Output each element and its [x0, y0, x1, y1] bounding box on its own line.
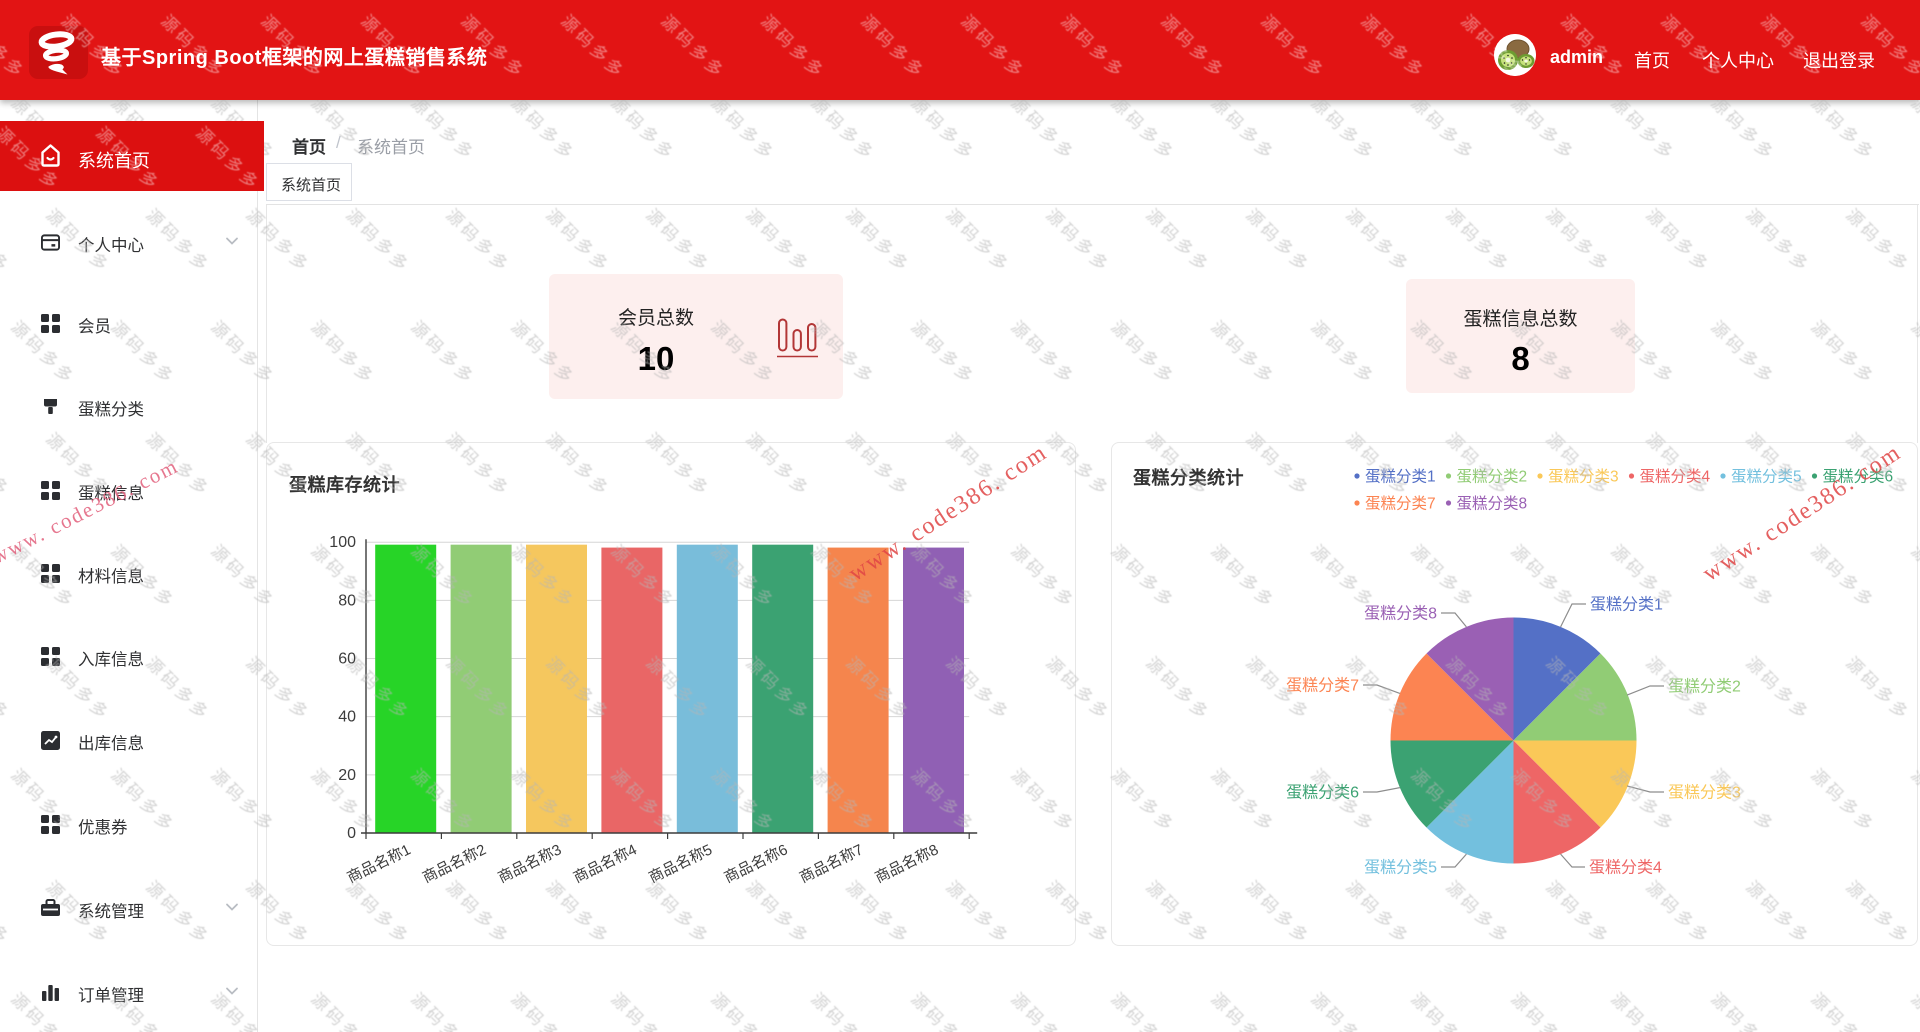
- svg-text:蛋糕分类6: 蛋糕分类6: [1286, 784, 1359, 802]
- svg-text:蛋糕分类2: 蛋糕分类2: [1668, 678, 1741, 696]
- svg-text:20: 20: [338, 767, 356, 784]
- svg-text:商品名称8: 商品名称8: [872, 841, 941, 886]
- svg-text:蛋糕分类4: 蛋糕分类4: [1589, 859, 1662, 877]
- svg-text:商品名称3: 商品名称3: [495, 841, 564, 886]
- svg-text:蛋糕分类8: 蛋糕分类8: [1364, 605, 1437, 623]
- svg-text:60: 60: [338, 651, 356, 668]
- svg-text:蛋糕分类2: 蛋糕分类2: [1457, 468, 1528, 486]
- svg-text:蛋糕分类3: 蛋糕分类3: [1668, 784, 1741, 802]
- svg-text:0: 0: [347, 825, 356, 842]
- svg-text:蛋糕分类6: 蛋糕分类6: [1823, 468, 1894, 486]
- svg-text:蛋糕分类1: 蛋糕分类1: [1365, 468, 1436, 486]
- svg-text:蛋糕分类1: 蛋糕分类1: [1590, 596, 1663, 614]
- svg-text:蛋糕分类5: 蛋糕分类5: [1731, 468, 1802, 486]
- svg-text:蛋糕分类8: 蛋糕分类8: [1457, 495, 1528, 513]
- svg-text:蛋糕分类4: 蛋糕分类4: [1640, 468, 1711, 486]
- svg-text:商品名称5: 商品名称5: [646, 841, 715, 886]
- svg-text:商品名称2: 商品名称2: [420, 841, 489, 886]
- svg-text:蛋糕分类7: 蛋糕分类7: [1365, 495, 1436, 513]
- svg-text:商品名称1: 商品名称1: [345, 841, 414, 886]
- svg-text:蛋糕分类3: 蛋糕分类3: [1548, 468, 1619, 486]
- svg-text:蛋糕分类7: 蛋糕分类7: [1286, 677, 1359, 695]
- svg-text:蛋糕分类5: 蛋糕分类5: [1364, 859, 1437, 877]
- svg-text:80: 80: [338, 592, 356, 609]
- svg-text:100: 100: [329, 534, 356, 551]
- svg-text:商品名称6: 商品名称6: [722, 841, 791, 886]
- svg-text:40: 40: [338, 709, 356, 726]
- svg-text:商品名称4: 商品名称4: [571, 841, 640, 886]
- svg-text:商品名称7: 商品名称7: [797, 841, 866, 886]
